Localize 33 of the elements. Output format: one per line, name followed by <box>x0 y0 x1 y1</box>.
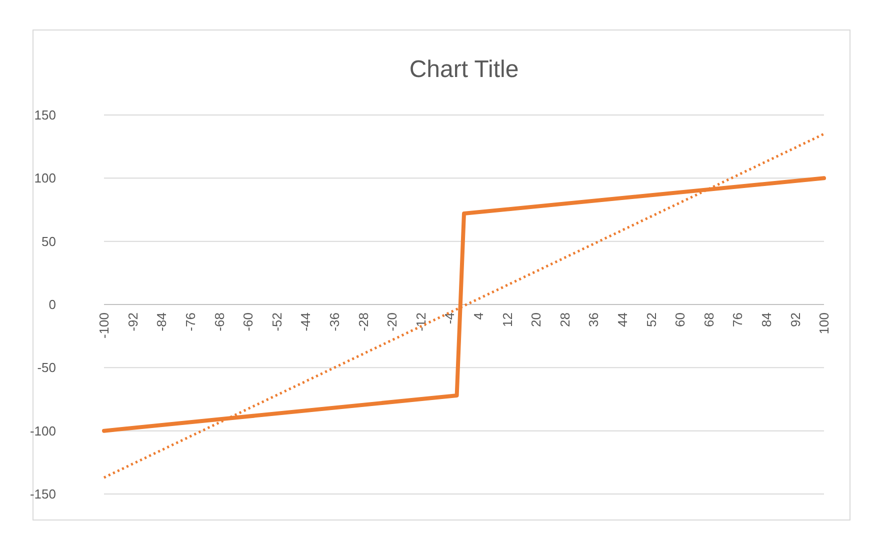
chart-title: Chart Title <box>409 56 519 83</box>
x-tick-label: 100 <box>816 312 832 334</box>
y-tick-label: 0 <box>48 297 56 312</box>
x-tick-label: 4 <box>470 312 486 320</box>
x-tick-label: 84 <box>758 312 774 327</box>
x-tick-label: 92 <box>788 312 803 327</box>
y-tick-label: -50 <box>37 360 56 376</box>
x-tick-label: 44 <box>614 312 630 327</box>
x-tick-label: 12 <box>500 312 515 327</box>
y-tick-label: -150 <box>30 486 56 502</box>
x-tick-label: -28 <box>356 312 371 332</box>
x-tick-label: 52 <box>644 312 659 327</box>
x-tick-label: -100 <box>96 312 112 339</box>
y-tick-label: 50 <box>42 234 56 249</box>
x-tick-label: 28 <box>557 312 572 327</box>
y-tick-label: 100 <box>34 170 56 186</box>
x-tick-label: 20 <box>528 312 544 327</box>
x-tick-label: -20 <box>384 312 400 332</box>
x-tick-label: -84 <box>154 312 170 332</box>
x-tick-label: 68 <box>701 312 716 327</box>
x-tick-label: -92 <box>125 312 140 332</box>
y-tick-label: 150 <box>34 108 56 123</box>
x-tick-label: -36 <box>326 312 342 332</box>
x-tick-label: 60 <box>672 312 688 327</box>
x-tick-label: -76 <box>182 312 198 332</box>
x-tick-label: -52 <box>269 312 284 332</box>
y-tick-label: -100 <box>30 423 56 438</box>
x-tick-label: 36 <box>586 312 602 327</box>
x-tick-label: -44 <box>298 312 314 332</box>
x-tick-label: -4 <box>442 312 458 324</box>
x-tick-label: -68 <box>212 312 227 332</box>
x-tick-label: -60 <box>240 312 256 332</box>
x-tick-label: 76 <box>730 312 746 327</box>
